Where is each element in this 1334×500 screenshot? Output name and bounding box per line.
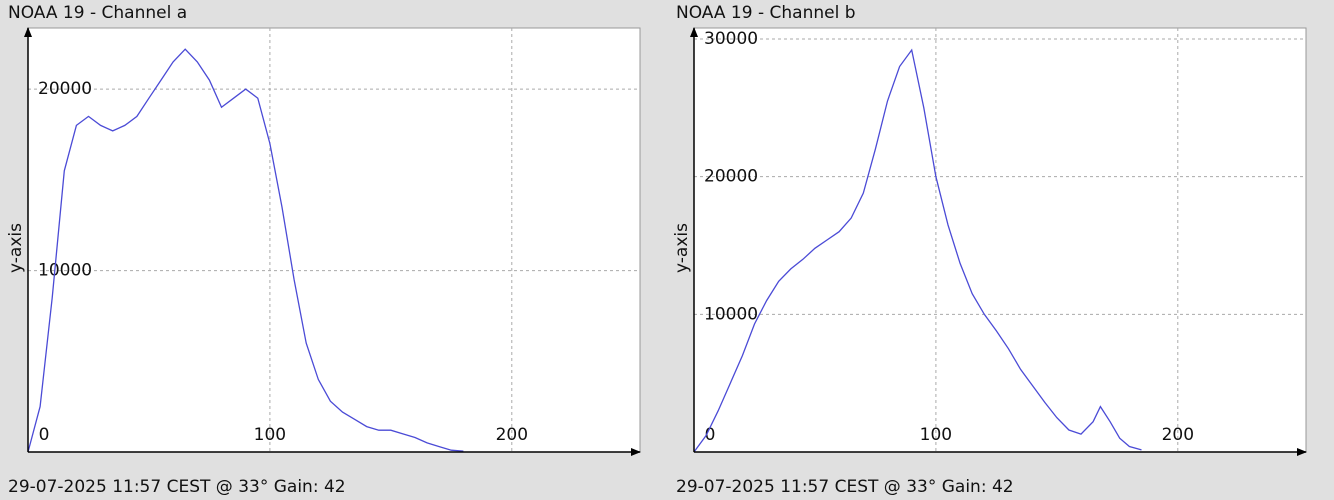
y-tick-label: 10000 bbox=[704, 304, 758, 324]
x-tick-label: 200 bbox=[496, 425, 528, 445]
chart-title: NOAA 19 - Channel a bbox=[8, 3, 187, 23]
plot-area bbox=[27, 27, 641, 453]
y-axis-label: y-axis bbox=[672, 223, 692, 273]
y-tick-label: 10000 bbox=[38, 261, 92, 281]
y-tick-label: 20000 bbox=[704, 167, 758, 187]
x-tick-label: 0 bbox=[705, 425, 716, 445]
y-tick-label: 20000 bbox=[38, 79, 92, 99]
x-tick-label: 200 bbox=[1162, 425, 1194, 445]
data-line bbox=[693, 48, 1142, 453]
y-tick-label: 30000 bbox=[704, 29, 758, 49]
footer: 29-07-2025 11:57 CEST @ 33° Gain: 42 bbox=[676, 477, 1014, 497]
x-tick-label: 100 bbox=[920, 425, 952, 445]
footer: 29-07-2025 11:57 CEST @ 33° Gain: 42 bbox=[8, 477, 346, 497]
x-tick-label: 100 bbox=[254, 425, 286, 445]
y-axis-label: y-axis bbox=[6, 223, 26, 273]
data-line bbox=[27, 48, 464, 453]
chart-title: NOAA 19 - Channel b bbox=[676, 3, 856, 23]
x-tick-label: 0 bbox=[39, 425, 50, 445]
plot-area bbox=[693, 27, 1307, 453]
